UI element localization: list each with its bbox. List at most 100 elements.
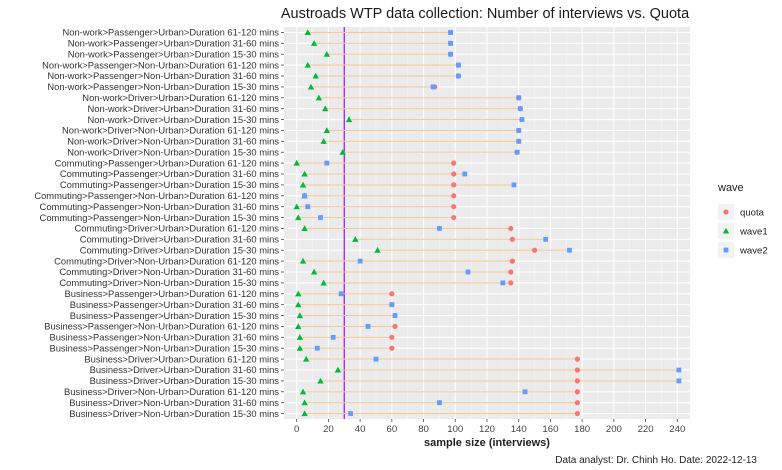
wave1-point bbox=[299, 181, 307, 188]
chart-title: Austroads WTP data collection: Number of… bbox=[281, 6, 690, 22]
wave1-point bbox=[323, 127, 331, 134]
quota-point bbox=[508, 225, 514, 232]
wave2-point bbox=[519, 117, 525, 122]
wave2-point bbox=[392, 313, 398, 318]
wave2-point bbox=[302, 193, 308, 199]
wave2-point bbox=[305, 204, 311, 210]
y-tick-label: Commuting>Driver>Non-Urban>Duration 61-1… bbox=[54, 255, 279, 266]
y-tick-label: Non-work>Passenger>Non-Urban>Duration 15… bbox=[47, 81, 279, 92]
wave1-point bbox=[320, 138, 327, 144]
y-tick-label: Business>Passenger>Urban>Duration 15-30 … bbox=[70, 310, 280, 321]
wave2-point bbox=[318, 215, 323, 220]
wave2-point bbox=[430, 84, 436, 90]
y-tick-label: Non-work>Passenger>Non-Urban>Duration 31… bbox=[47, 70, 279, 81]
y-tick-label: Business>Passenger>Non-Urban>Duration 61… bbox=[44, 321, 279, 332]
wave2-point bbox=[324, 160, 330, 166]
y-tick-label: Business>Passenger>Urban>Duration 61-120… bbox=[65, 288, 280, 299]
wave1-point bbox=[322, 105, 329, 112]
wave2-point bbox=[676, 378, 682, 384]
wave1-point bbox=[307, 83, 315, 90]
x-tick-label: 140 bbox=[511, 424, 527, 435]
wave2-point bbox=[567, 247, 572, 253]
wave2-point bbox=[456, 73, 461, 79]
wave1-point bbox=[315, 94, 323, 101]
wave1-point bbox=[293, 203, 300, 210]
legend-wave2-key bbox=[723, 247, 729, 253]
y-tick-label: Commuting>Passenger>Non-Urban>Duration 3… bbox=[40, 201, 280, 212]
y-tick-label: Commuting>Passenger>Non-Urban>Duration 6… bbox=[34, 190, 279, 201]
wave1-point bbox=[323, 51, 331, 57]
wave2-point bbox=[516, 128, 522, 133]
wave1-point bbox=[295, 301, 302, 308]
quota-point bbox=[392, 323, 398, 330]
wave1-point bbox=[299, 388, 307, 395]
wave1-point bbox=[339, 149, 346, 155]
legend-title: wave bbox=[717, 182, 744, 194]
wave2-point bbox=[462, 171, 468, 177]
legend-wave1-label: wave1 bbox=[739, 227, 768, 238]
wave2-point bbox=[517, 106, 523, 112]
wave2-point bbox=[338, 291, 344, 297]
wave2-point bbox=[437, 226, 442, 231]
x-tick-label: 200 bbox=[606, 424, 622, 435]
wave1-point bbox=[320, 279, 327, 286]
wave2-point bbox=[357, 258, 363, 264]
quota-point bbox=[574, 378, 580, 384]
wave1-point bbox=[334, 366, 342, 373]
wave2-point bbox=[514, 149, 520, 155]
wave1-point bbox=[303, 355, 310, 362]
y-tick-label: Non-work>Driver>Urban>Duration 61-120 mi… bbox=[82, 92, 279, 103]
legend-wave2-label: wave2 bbox=[739, 246, 768, 257]
y-tick-label: Commuting>Driver>Non-Urban>Duration 31-6… bbox=[59, 266, 279, 277]
wave1-point bbox=[310, 268, 318, 275]
plot-panel bbox=[284, 27, 690, 419]
x-axis-label: sample size (interviews) bbox=[424, 437, 550, 449]
legend-wave1-key bbox=[722, 227, 730, 234]
wave1-point bbox=[317, 377, 324, 384]
y-tick-label: Non-work>Passenger>Urban>Duration 31-60 … bbox=[68, 38, 280, 49]
wave1-point bbox=[312, 72, 319, 79]
wave1-point bbox=[345, 116, 353, 123]
wave2-point bbox=[516, 138, 522, 144]
y-tick-label: Commuting>Passenger>Non-Urban>Duration 1… bbox=[40, 212, 280, 223]
x-tick-label: 220 bbox=[638, 424, 654, 435]
x-axis-tick-labels: 0 20 40 60 80 100 120 140 160 180 200 220 240 bbox=[294, 419, 685, 435]
quota-point bbox=[509, 258, 515, 264]
y-tick-label: Business>Driver>Non-Urban>Duration 61-12… bbox=[64, 386, 279, 397]
quota-point bbox=[451, 171, 457, 177]
wave2-point bbox=[314, 345, 320, 351]
quota-point bbox=[574, 389, 580, 395]
y-tick-label: Business>Passenger>Non-Urban>Duration 15… bbox=[49, 342, 279, 353]
quota-point bbox=[574, 410, 580, 417]
y-tick-label: Commuting>Driver>Non-Urban>Duration 15-3… bbox=[59, 277, 279, 288]
y-tick-label: Non-work>Driver>Non-Urban>Duration 31-60… bbox=[67, 136, 279, 147]
wave1-point bbox=[295, 214, 302, 221]
x-tick-label: 100 bbox=[447, 424, 463, 435]
wave2-point bbox=[437, 400, 442, 406]
wave2-point bbox=[543, 236, 549, 242]
wave1-point bbox=[374, 247, 381, 253]
wave2-point bbox=[373, 356, 379, 362]
y-tick-label: Business>Passenger>Urban>Duration 31-60 … bbox=[70, 299, 280, 310]
y-tick-label: Commuting>Driver>Urban>Duration 31-60 mi… bbox=[80, 234, 280, 245]
legend-quota-key bbox=[723, 209, 729, 215]
wave2-point bbox=[448, 40, 453, 46]
quota-point bbox=[508, 269, 514, 275]
wave1-point bbox=[299, 257, 307, 264]
wave1-point bbox=[301, 399, 308, 406]
wave1-point bbox=[310, 40, 318, 46]
y-tick-label: Commuting>Driver>Urban>Duration 15-30 mi… bbox=[80, 244, 280, 255]
wave1-point bbox=[304, 29, 311, 36]
wave2-point bbox=[348, 411, 354, 416]
wave2-point bbox=[330, 334, 336, 340]
wave1-point bbox=[296, 334, 304, 340]
wave2-point bbox=[448, 51, 453, 57]
y-tick-label: Business>Driver>Urban>Duration 31-60 min… bbox=[90, 364, 280, 375]
quota-point bbox=[451, 214, 457, 221]
x-tick-label: 0 bbox=[294, 424, 299, 435]
wave2-point bbox=[500, 280, 506, 286]
wave1-point bbox=[304, 61, 311, 68]
wave2-point bbox=[516, 95, 522, 101]
caption: Data analyst: Dr. Chinh Ho. Date: 2022-1… bbox=[555, 455, 757, 466]
